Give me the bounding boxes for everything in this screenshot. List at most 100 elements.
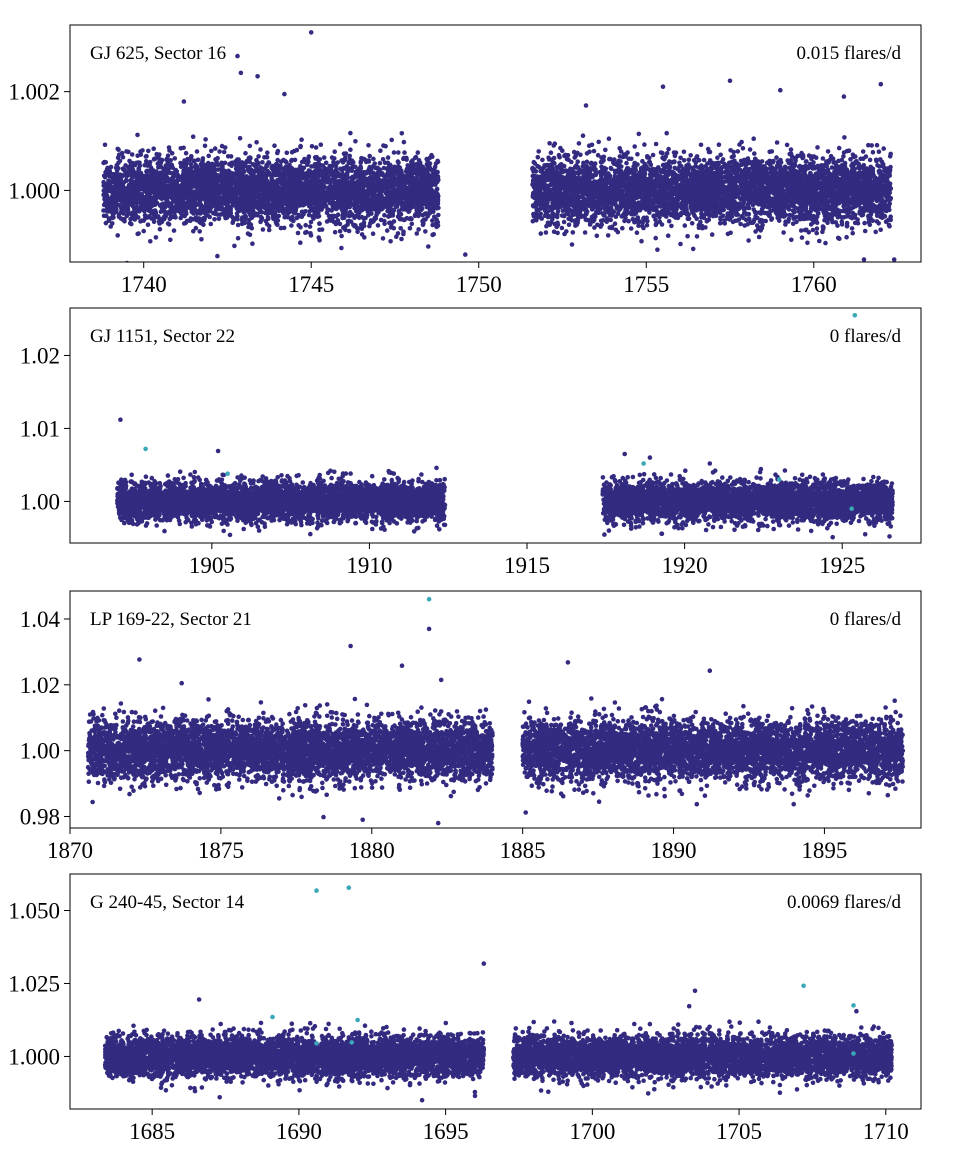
data-point (620, 225, 625, 231)
data-point (377, 160, 383, 166)
data-point (535, 154, 541, 160)
data-point (126, 149, 131, 155)
data-point (820, 206, 825, 212)
data-point (794, 214, 799, 220)
data-point (790, 208, 796, 213)
data-point (731, 153, 736, 159)
data-point (628, 226, 634, 231)
data-point (694, 216, 699, 221)
data-point (874, 213, 880, 218)
data-point (307, 224, 313, 229)
data-point (135, 132, 140, 138)
data-point (207, 214, 212, 220)
data-point (815, 163, 821, 169)
data-point (339, 245, 344, 251)
data-point (124, 213, 130, 219)
data-point (575, 159, 580, 164)
data-point (605, 233, 611, 238)
data-point (716, 206, 722, 211)
data-point (609, 224, 615, 230)
data-point (306, 154, 312, 159)
data-point (340, 215, 345, 221)
data-point (530, 179, 536, 184)
data-point (409, 221, 415, 227)
data-point (370, 231, 376, 236)
data-point (836, 145, 842, 151)
data-point (219, 160, 224, 166)
data-point (266, 227, 272, 233)
data-point (284, 150, 290, 156)
data-point (313, 145, 319, 150)
data-point (698, 142, 704, 148)
data-point (788, 147, 794, 152)
data-point (576, 141, 582, 146)
data-point (665, 233, 671, 238)
data-point (405, 163, 411, 168)
data-point (254, 157, 259, 163)
data-point (413, 154, 419, 160)
data-point (289, 157, 295, 163)
data-point (183, 150, 189, 156)
data-point (199, 237, 204, 242)
data-point (569, 218, 574, 223)
data-point (382, 218, 387, 224)
data-point (595, 152, 601, 158)
data-point (745, 205, 751, 211)
data-point (308, 233, 314, 238)
data-point (239, 221, 245, 227)
data-point (317, 221, 322, 226)
data-point (191, 228, 196, 234)
data-point (690, 246, 696, 252)
data-point (378, 148, 383, 153)
data-point (879, 159, 885, 165)
data-point (353, 139, 358, 144)
data-point (232, 243, 237, 249)
data-point (237, 135, 243, 141)
data-point (561, 219, 567, 225)
data-point (120, 154, 126, 160)
data-point (598, 207, 603, 212)
data-point (735, 149, 741, 154)
data-point (347, 153, 353, 159)
data-point (165, 153, 171, 158)
data-point (423, 229, 428, 234)
data-point (799, 235, 805, 240)
data-point (870, 169, 876, 174)
data-point (335, 218, 341, 223)
data-point (172, 156, 178, 161)
data-point (828, 153, 834, 159)
data-point (299, 159, 305, 165)
data-point (557, 154, 562, 160)
data-point (415, 150, 421, 155)
data-point (667, 165, 673, 170)
data-point (660, 155, 665, 161)
data-point (598, 218, 604, 224)
data-point (849, 226, 855, 231)
data-point (230, 214, 235, 220)
data-point (867, 157, 873, 163)
data-point (216, 216, 222, 222)
data-point (381, 165, 387, 171)
data-point (641, 225, 646, 231)
data-point (582, 230, 588, 235)
data-point (206, 153, 211, 159)
data-point (147, 214, 152, 219)
data-point (291, 218, 296, 224)
data-point (367, 153, 373, 159)
data-point (842, 135, 847, 140)
data-point (298, 240, 303, 245)
data-point (689, 221, 695, 226)
data-point (655, 247, 660, 252)
data-point (169, 151, 175, 156)
data-point (592, 225, 597, 230)
data-point (823, 240, 828, 246)
data-point (606, 136, 612, 141)
data-point (371, 156, 376, 162)
data-point (603, 147, 608, 153)
data-point (814, 226, 820, 231)
scatter-points (101, 30, 897, 262)
data-point (677, 160, 682, 166)
data-point (862, 220, 867, 226)
data-point (388, 225, 394, 230)
